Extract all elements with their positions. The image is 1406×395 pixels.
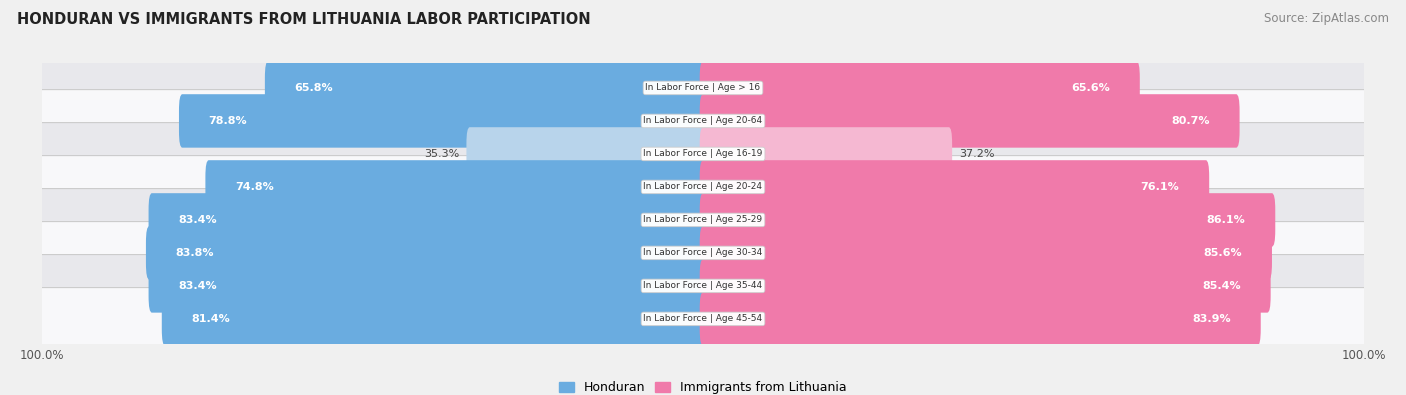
Legend: Honduran, Immigrants from Lithuania: Honduran, Immigrants from Lithuania bbox=[554, 376, 852, 395]
FancyBboxPatch shape bbox=[700, 259, 1271, 312]
Text: 85.4%: 85.4% bbox=[1202, 281, 1241, 291]
FancyBboxPatch shape bbox=[39, 188, 1367, 251]
Text: In Labor Force | Age 16-19: In Labor Force | Age 16-19 bbox=[644, 149, 762, 158]
FancyBboxPatch shape bbox=[39, 122, 1367, 185]
FancyBboxPatch shape bbox=[149, 193, 706, 246]
Text: In Labor Force | Age 30-34: In Labor Force | Age 30-34 bbox=[644, 248, 762, 258]
FancyBboxPatch shape bbox=[700, 127, 952, 181]
FancyBboxPatch shape bbox=[179, 94, 706, 148]
FancyBboxPatch shape bbox=[700, 226, 1272, 280]
Text: In Labor Force | Age 35-44: In Labor Force | Age 35-44 bbox=[644, 281, 762, 290]
Text: In Labor Force | Age 20-24: In Labor Force | Age 20-24 bbox=[644, 182, 762, 192]
FancyBboxPatch shape bbox=[700, 193, 1275, 246]
Text: In Labor Force | Age 45-54: In Labor Force | Age 45-54 bbox=[644, 314, 762, 324]
FancyBboxPatch shape bbox=[205, 160, 706, 214]
Text: In Labor Force | Age > 16: In Labor Force | Age > 16 bbox=[645, 83, 761, 92]
FancyBboxPatch shape bbox=[700, 61, 1140, 115]
FancyBboxPatch shape bbox=[162, 292, 706, 346]
FancyBboxPatch shape bbox=[700, 292, 1261, 346]
Text: Source: ZipAtlas.com: Source: ZipAtlas.com bbox=[1264, 12, 1389, 25]
FancyBboxPatch shape bbox=[39, 56, 1367, 119]
Text: 65.8%: 65.8% bbox=[295, 83, 333, 93]
FancyBboxPatch shape bbox=[700, 94, 1240, 148]
FancyBboxPatch shape bbox=[39, 288, 1367, 350]
Text: 74.8%: 74.8% bbox=[235, 182, 274, 192]
FancyBboxPatch shape bbox=[149, 259, 706, 312]
Text: 80.7%: 80.7% bbox=[1171, 116, 1209, 126]
FancyBboxPatch shape bbox=[39, 222, 1367, 284]
Text: HONDURAN VS IMMIGRANTS FROM LITHUANIA LABOR PARTICIPATION: HONDURAN VS IMMIGRANTS FROM LITHUANIA LA… bbox=[17, 12, 591, 27]
FancyBboxPatch shape bbox=[467, 127, 706, 181]
Text: 35.3%: 35.3% bbox=[425, 149, 460, 159]
Text: 76.1%: 76.1% bbox=[1140, 182, 1180, 192]
Text: 83.4%: 83.4% bbox=[179, 215, 217, 225]
FancyBboxPatch shape bbox=[264, 61, 706, 115]
Text: 86.1%: 86.1% bbox=[1206, 215, 1246, 225]
Text: 65.6%: 65.6% bbox=[1071, 83, 1111, 93]
Text: 83.9%: 83.9% bbox=[1192, 314, 1232, 324]
FancyBboxPatch shape bbox=[39, 156, 1367, 218]
Text: In Labor Force | Age 20-64: In Labor Force | Age 20-64 bbox=[644, 117, 762, 126]
Text: 81.4%: 81.4% bbox=[191, 314, 231, 324]
Text: 78.8%: 78.8% bbox=[208, 116, 247, 126]
Text: 85.6%: 85.6% bbox=[1204, 248, 1243, 258]
FancyBboxPatch shape bbox=[700, 160, 1209, 214]
Text: 37.2%: 37.2% bbox=[959, 149, 994, 159]
FancyBboxPatch shape bbox=[146, 226, 706, 280]
Text: 83.4%: 83.4% bbox=[179, 281, 217, 291]
FancyBboxPatch shape bbox=[39, 254, 1367, 317]
Text: 83.8%: 83.8% bbox=[176, 248, 214, 258]
Text: In Labor Force | Age 25-29: In Labor Force | Age 25-29 bbox=[644, 215, 762, 224]
FancyBboxPatch shape bbox=[39, 90, 1367, 152]
